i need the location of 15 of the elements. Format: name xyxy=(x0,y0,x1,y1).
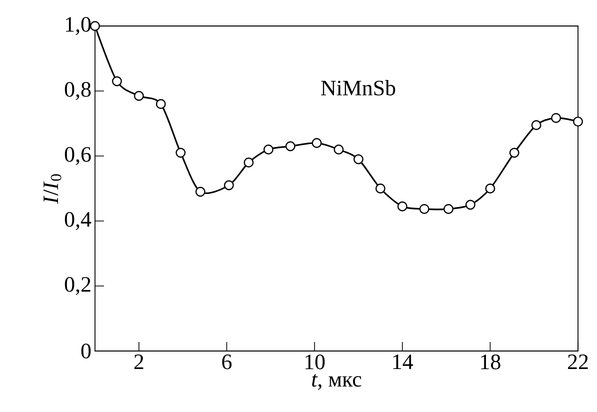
x-axis-title: t, мкс xyxy=(312,374,362,390)
x-tick-label: 2 xyxy=(134,354,144,370)
x-tick-label: 10 xyxy=(306,354,325,370)
annotation: NiMnSb xyxy=(321,80,396,96)
y-tick-label: 0 xyxy=(81,344,91,358)
x-tick-label: 14 xyxy=(393,354,413,369)
y-axis-title: I/I$_{0}$ xyxy=(44,174,62,204)
y-tick-label: 0,2 xyxy=(64,277,90,295)
x-tick-label: 6 xyxy=(222,354,232,370)
y-tick-label: 0,6 xyxy=(64,147,91,165)
y-tick-label: 0,8 xyxy=(64,82,91,100)
y-tick-label: 1,0 xyxy=(66,17,91,35)
x-tick-label: 22 xyxy=(568,354,588,370)
y-tick-label: 0,4 xyxy=(64,212,92,230)
x-tick-label: 18 xyxy=(481,354,500,370)
